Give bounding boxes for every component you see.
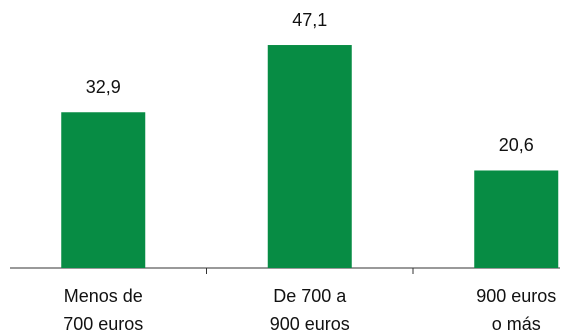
value-label: 32,9 <box>86 77 121 97</box>
x-tick-label: o más <box>492 314 541 331</box>
x-tick-label: 700 euros <box>63 314 143 331</box>
bar <box>61 112 146 268</box>
value-label: 20,6 <box>499 135 534 155</box>
x-tick-label: 900 euros <box>270 314 350 331</box>
bar <box>267 45 352 269</box>
x-tick-label: 900 euros <box>476 286 556 306</box>
x-tick-label: De 700 a <box>273 286 347 306</box>
bar <box>474 170 559 268</box>
x-tick-label: Menos de <box>64 286 143 306</box>
value-label: 47,1 <box>292 10 327 30</box>
